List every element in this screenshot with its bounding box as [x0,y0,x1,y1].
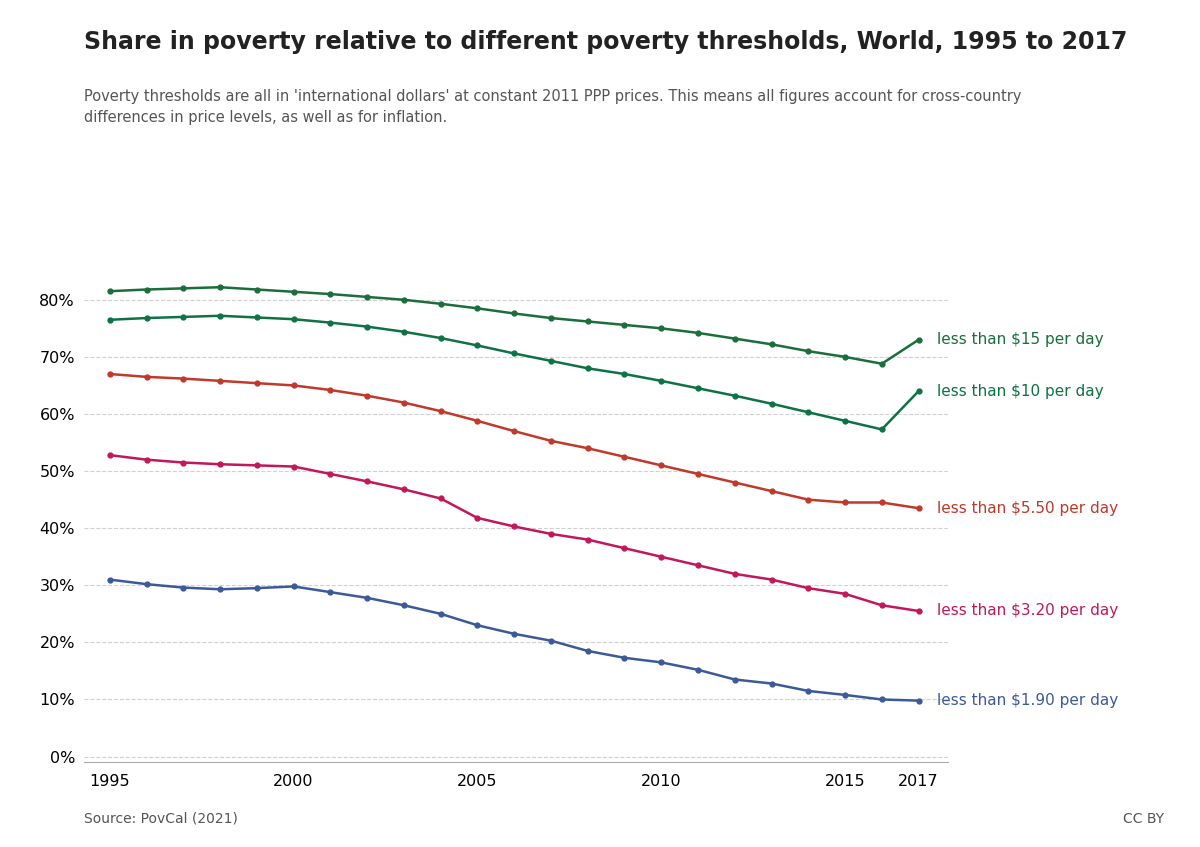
Text: Share in poverty relative to different poverty thresholds, World, 1995 to 2017: Share in poverty relative to different p… [84,30,1127,53]
Text: less than $5.50 per day: less than $5.50 per day [937,501,1118,516]
Text: Source: PovCal (2021): Source: PovCal (2021) [84,811,238,826]
Text: in Data: in Data [1087,83,1134,97]
Text: less than $1.90 per day: less than $1.90 per day [937,693,1118,708]
Text: less than $10 per day: less than $10 per day [937,384,1104,399]
Text: less than $15 per day: less than $15 per day [937,332,1104,347]
Text: Our World: Our World [1078,61,1144,75]
Text: less than $3.20 per day: less than $3.20 per day [937,603,1118,618]
Text: Poverty thresholds are all in 'international dollars' at constant 2011 PPP price: Poverty thresholds are all in 'internati… [84,89,1021,125]
Text: CC BY: CC BY [1123,811,1164,826]
